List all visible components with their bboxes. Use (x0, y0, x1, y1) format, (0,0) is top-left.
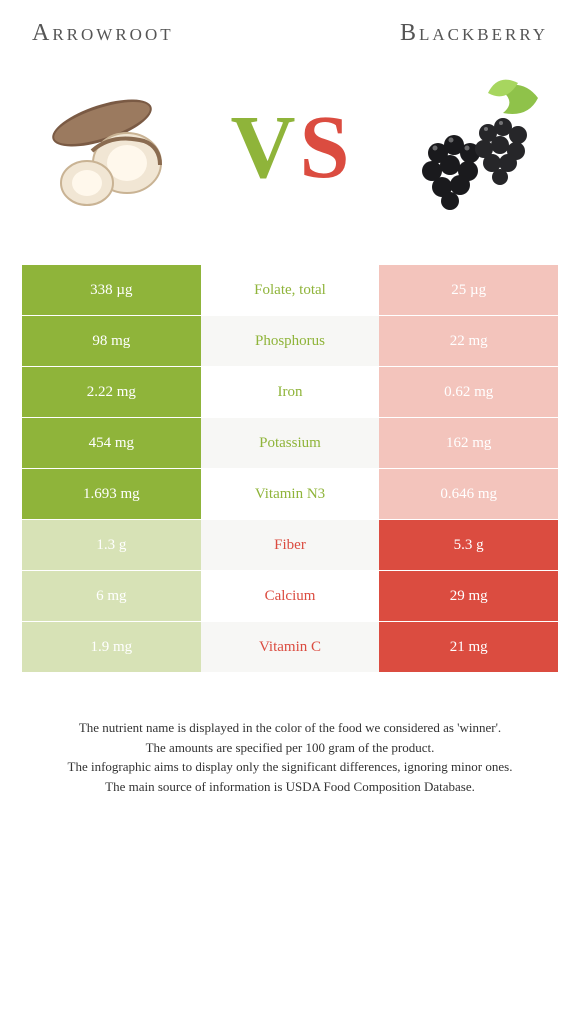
nutrient-label: Phosphorus (201, 316, 380, 366)
left-value: 338 µg (22, 265, 201, 315)
footnotes: The nutrient name is displayed in the co… (22, 719, 558, 795)
nutrient-row: 1.9 mgVitamin C21 mg (22, 622, 558, 673)
nutrient-row: 338 µgFolate, total25 µg (22, 265, 558, 316)
left-value: 6 mg (22, 571, 201, 621)
nutrient-label: Potassium (201, 418, 380, 468)
right-value: 25 µg (379, 265, 558, 315)
vs-v-letter: V (230, 103, 295, 193)
nutrient-label: Fiber (201, 520, 380, 570)
right-value: 5.3 g (379, 520, 558, 570)
left-value: 1.9 mg (22, 622, 201, 672)
left-value: 2.22 mg (22, 367, 201, 417)
right-value: 21 mg (379, 622, 558, 672)
nutrient-label: Iron (201, 367, 380, 417)
footnote-line: The infographic aims to display only the… (26, 758, 554, 776)
nutrient-label: Vitamin C (201, 622, 380, 672)
left-value: 1.3 g (22, 520, 201, 570)
nutrient-row: 2.22 mgIron0.62 mg (22, 367, 558, 418)
header-row: Arrowroot Blackberry (22, 20, 558, 53)
nutrient-row: 6 mgCalcium29 mg (22, 571, 558, 622)
nutrient-table: 338 µgFolate, total25 µg98 mgPhosphorus2… (22, 265, 558, 673)
footnote-line: The main source of information is USDA F… (26, 778, 554, 796)
vs-label: V S (230, 103, 349, 193)
right-value: 22 mg (379, 316, 558, 366)
nutrient-row: 1.693 mgVitamin N30.646 mg (22, 469, 558, 520)
right-value: 162 mg (379, 418, 558, 468)
nutrient-label: Vitamin N3 (201, 469, 380, 519)
image-row: V S (22, 53, 558, 265)
vs-s-letter: S (299, 103, 349, 193)
blackberry-image (378, 63, 548, 233)
footnote-line: The amounts are specified per 100 gram o… (26, 739, 554, 757)
footnote-line: The nutrient name is displayed in the co… (26, 719, 554, 737)
right-value: 0.646 mg (379, 469, 558, 519)
nutrient-row: 98 mgPhosphorus22 mg (22, 316, 558, 367)
left-value: 1.693 mg (22, 469, 201, 519)
nutrient-row: 1.3 gFiber5.3 g (22, 520, 558, 571)
blackberry-icon (378, 63, 548, 233)
nutrient-label: Calcium (201, 571, 380, 621)
right-food-title: Blackberry (400, 20, 548, 47)
right-value: 0.62 mg (379, 367, 558, 417)
infographic-container: Arrowroot Blackberry V S (0, 0, 580, 817)
nutrient-row: 454 mgPotassium162 mg (22, 418, 558, 469)
left-value: 454 mg (22, 418, 201, 468)
right-value: 29 mg (379, 571, 558, 621)
arrowroot-image (32, 63, 202, 233)
arrowroot-icon (32, 63, 202, 233)
left-food-title: Arrowroot (32, 20, 174, 47)
left-value: 98 mg (22, 316, 201, 366)
nutrient-label: Folate, total (201, 265, 380, 315)
